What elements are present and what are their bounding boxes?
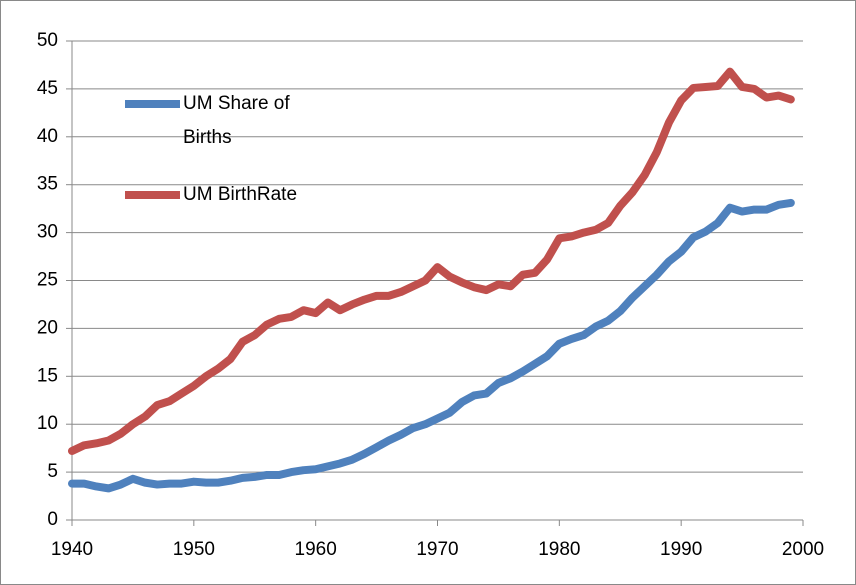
legend-label: UM BirthRate: [183, 184, 298, 205]
data-line: [68, 67, 795, 456]
x-tick-label: 2000: [782, 539, 824, 560]
y-tick-label: 50: [37, 30, 58, 51]
y-tick-label: 25: [37, 270, 58, 291]
x-tick-label: 1960: [295, 539, 337, 560]
y-tick-label: 40: [37, 126, 58, 147]
x-tick-label: 1980: [538, 539, 580, 560]
y-tick-label: 5: [47, 461, 58, 482]
data-line: [68, 198, 795, 493]
y-tick-label: 0: [47, 509, 58, 530]
legend-label: UM Share of Births: [183, 93, 290, 148]
y-tick-label: 30: [37, 222, 58, 243]
x-tick-label: 1970: [416, 539, 458, 560]
x-tick-label: 1950: [173, 539, 215, 560]
x-tick-label: 1940: [51, 539, 93, 560]
y-tick-label: 10: [37, 413, 58, 434]
x-tick-label: 1990: [660, 539, 702, 560]
y-tick-label: 45: [37, 78, 58, 99]
y-tick-label: 15: [37, 365, 58, 386]
y-tick-label: 20: [37, 317, 58, 338]
y-tick-label: 35: [37, 174, 58, 195]
